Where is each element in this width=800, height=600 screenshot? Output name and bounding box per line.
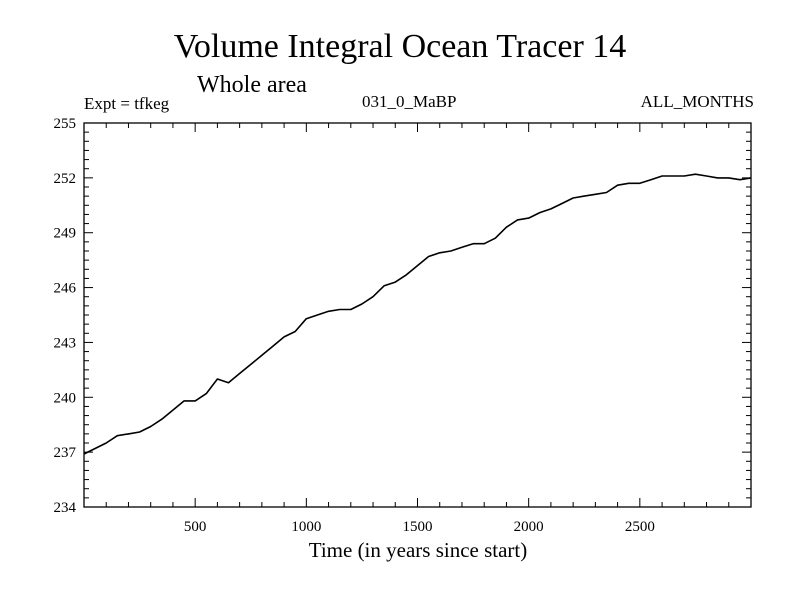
x-tick-label: 2500	[625, 519, 655, 535]
y-tick-label: 234	[54, 500, 77, 516]
y-tick-label: 243	[54, 335, 77, 351]
plot-frame	[83, 122, 752, 508]
x-tick-label: 1000	[291, 519, 321, 535]
x-tick-label: 1500	[403, 519, 433, 535]
series-line	[83, 173, 752, 455]
x-tick-label: 2000	[514, 519, 544, 535]
run-label: 031_0_MaBP	[362, 92, 457, 111]
y-tick-label: 252	[54, 171, 77, 187]
y-tick-label: 255	[54, 116, 77, 132]
x-tick-label: 500	[184, 519, 207, 535]
chart-title: Volume Integral Ocean Tracer 14	[173, 28, 627, 65]
axis-ticks	[84, 122, 751, 508]
y-tick-label: 240	[54, 390, 77, 406]
y-tick-label: 246	[54, 281, 77, 297]
y-tick-label: 249	[54, 226, 77, 242]
months-label: ALL_MONTHS	[640, 92, 754, 111]
axis-tick-labels: 234 237 240 243 246 249 252 255 500 1000 1500 2000 2…	[54, 116, 655, 535]
experiment-label: Expt = tfkeg	[84, 94, 170, 113]
x-axis-label: Time (in years since start)	[308, 538, 528, 562]
chart-subtitle: Whole area	[197, 72, 307, 98]
y-tick-label: 237	[54, 445, 77, 461]
